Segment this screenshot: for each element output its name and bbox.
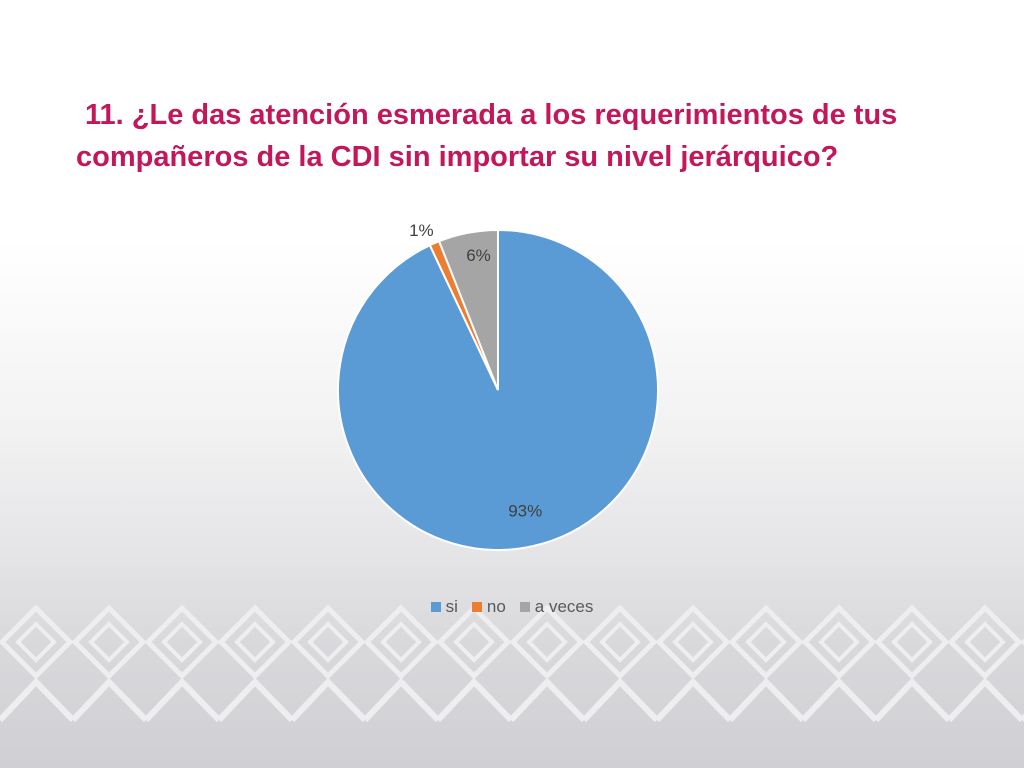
- pattern-diamond-inner: [453, 621, 495, 663]
- pattern-zigzag: [143, 677, 222, 723]
- pattern-zigzag: [727, 677, 806, 723]
- legend-swatch: [471, 602, 482, 612]
- pattern-diamond-inner: [88, 621, 130, 663]
- pattern-diamond-inner: [234, 621, 276, 663]
- pattern-diamond: [509, 604, 585, 680]
- data-label-a-veces: 6%: [466, 246, 491, 265]
- pattern-diamond: [0, 604, 74, 680]
- pie-slice-a-veces: [437, 228, 499, 391]
- chart-legend: si no a veces: [0, 597, 1024, 617]
- legend-label: a veces: [534, 597, 594, 616]
- pattern-diamond: [655, 604, 731, 680]
- pattern-diamond-inner: [672, 621, 714, 663]
- pattern-zigzag: [946, 677, 1024, 723]
- legend-item-si: si: [430, 597, 458, 617]
- pattern-diamond: [290, 604, 366, 680]
- pattern-zigzag: [873, 677, 952, 723]
- decorative-pattern-band: [0, 604, 1024, 723]
- pattern-zigzag: [800, 677, 879, 723]
- legend-swatch: [519, 602, 530, 612]
- pattern-diamond: [144, 604, 220, 680]
- pattern-diamond-inner: [964, 621, 1006, 663]
- pattern-diamond: [436, 604, 512, 680]
- legend-item-no: no: [471, 597, 506, 617]
- pattern-zigzag: [508, 677, 587, 723]
- pattern-diamond-inner: [818, 621, 860, 663]
- pattern-zigzag: [70, 677, 149, 723]
- legend-item-a-veces: a veces: [519, 597, 594, 617]
- pattern-diamond-inner: [891, 621, 933, 663]
- pattern-diamond-inner: [599, 621, 641, 663]
- legend-label: si: [445, 597, 458, 616]
- slide-title-line-1: 11. ¿Le das atención esmerada a los requ…: [85, 99, 898, 131]
- pattern-diamond: [874, 604, 950, 680]
- data-label-si: 93%: [508, 501, 542, 520]
- pattern-diamond: [801, 604, 877, 680]
- pattern-zigzag: [216, 677, 295, 723]
- legend-label: no: [486, 597, 506, 616]
- pattern-zigzag: [581, 677, 660, 723]
- pattern-diamond-inner: [15, 621, 57, 663]
- pattern-diamond: [582, 604, 658, 680]
- legend-swatch: [430, 602, 441, 612]
- data-label-no: 1%: [409, 221, 434, 240]
- slide-title: 11. ¿Le das atención esmerada a los requ…: [76, 94, 976, 178]
- pattern-zigzag: [362, 677, 441, 723]
- pattern-diamond-inner: [380, 621, 422, 663]
- pattern-zigzag: [289, 677, 368, 723]
- pattern-zigzag: [654, 677, 733, 723]
- pattern-diamond: [71, 604, 147, 680]
- pattern-diamond-inner: [161, 621, 203, 663]
- pattern-zigzag: [435, 677, 514, 723]
- slide-title-line-2: compañeros de la CDI sin importar su niv…: [76, 141, 839, 173]
- pattern-diamond-inner: [307, 621, 349, 663]
- pattern-diamond-inner: [745, 621, 787, 663]
- pattern-diamond-inner: [526, 621, 568, 663]
- pattern-diamond: [363, 604, 439, 680]
- pattern-zigzag: [0, 677, 76, 723]
- pattern-diamond: [217, 604, 293, 680]
- pattern-diamond: [728, 604, 804, 680]
- pattern-diamond: [947, 604, 1023, 680]
